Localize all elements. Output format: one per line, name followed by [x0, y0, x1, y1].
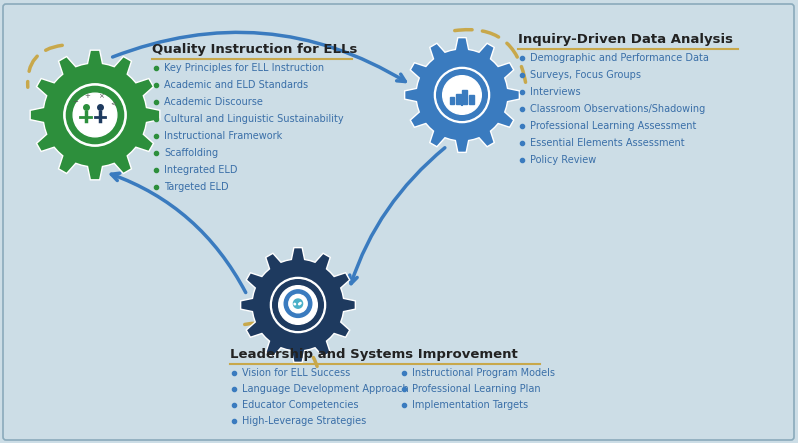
- Text: Professional Learning Assessment: Professional Learning Assessment: [530, 121, 697, 131]
- FancyArrowPatch shape: [455, 30, 526, 82]
- Text: High-Leverage Strategies: High-Leverage Strategies: [242, 416, 366, 426]
- Text: Professional Learning Plan: Professional Learning Plan: [412, 384, 540, 394]
- FancyBboxPatch shape: [3, 4, 794, 440]
- Circle shape: [279, 286, 318, 324]
- Polygon shape: [405, 38, 519, 152]
- Bar: [456, 94, 460, 104]
- Text: Demographic and Performance Data: Demographic and Performance Data: [530, 53, 709, 63]
- Text: Inquiry-Driven Data Analysis: Inquiry-Driven Data Analysis: [518, 33, 733, 46]
- Text: Educator Competencies: Educator Competencies: [242, 400, 358, 410]
- Circle shape: [273, 280, 323, 330]
- Text: Academic Discourse: Academic Discourse: [164, 97, 263, 107]
- Text: Interviews: Interviews: [530, 87, 581, 97]
- Text: Instructional Framework: Instructional Framework: [164, 131, 282, 141]
- Text: Integrated ELD: Integrated ELD: [164, 165, 238, 175]
- FancyArrowPatch shape: [111, 173, 246, 292]
- Circle shape: [294, 299, 302, 308]
- Polygon shape: [30, 50, 160, 180]
- Circle shape: [289, 295, 307, 313]
- Text: Cultural and Linguistic Sustainability: Cultural and Linguistic Sustainability: [164, 114, 344, 124]
- Text: ×: ×: [98, 93, 105, 99]
- FancyArrowPatch shape: [28, 45, 62, 87]
- Circle shape: [443, 76, 481, 114]
- Text: Academic and ELD Standards: Academic and ELD Standards: [164, 80, 308, 90]
- Text: Policy Review: Policy Review: [530, 155, 596, 165]
- Bar: [463, 90, 467, 104]
- Circle shape: [64, 84, 126, 146]
- Circle shape: [66, 86, 124, 144]
- Polygon shape: [241, 248, 355, 362]
- Circle shape: [434, 67, 490, 123]
- Text: Surveys, Focus Groups: Surveys, Focus Groups: [530, 70, 641, 80]
- Text: <: <: [110, 101, 117, 107]
- Text: Leadership and Systems Improvement: Leadership and Systems Improvement: [230, 348, 518, 361]
- Text: Key Principles for ELL Instruction: Key Principles for ELL Instruction: [164, 63, 324, 73]
- Circle shape: [73, 93, 117, 137]
- FancyArrowPatch shape: [245, 323, 317, 366]
- Text: +: +: [85, 93, 90, 99]
- Bar: [449, 97, 454, 104]
- Circle shape: [284, 290, 312, 318]
- Text: −: −: [73, 98, 78, 105]
- Bar: [469, 95, 473, 104]
- Circle shape: [437, 70, 488, 120]
- Text: Instructional Program Models: Instructional Program Models: [412, 368, 555, 378]
- Text: Classroom Observations/Shadowing: Classroom Observations/Shadowing: [530, 104, 705, 114]
- Text: Implementation Targets: Implementation Targets: [412, 400, 528, 410]
- Text: Vision for ELL Success: Vision for ELL Success: [242, 368, 350, 378]
- FancyArrowPatch shape: [350, 148, 444, 284]
- FancyArrowPatch shape: [113, 32, 405, 82]
- Text: Language Development Approach: Language Development Approach: [242, 384, 409, 394]
- Text: Quality Instruction for ELLs: Quality Instruction for ELLs: [152, 43, 358, 56]
- Text: Essential Elements Assessment: Essential Elements Assessment: [530, 138, 685, 148]
- Circle shape: [271, 277, 326, 333]
- Text: Targeted ELD: Targeted ELD: [164, 182, 228, 192]
- Text: Scaffolding: Scaffolding: [164, 148, 218, 158]
